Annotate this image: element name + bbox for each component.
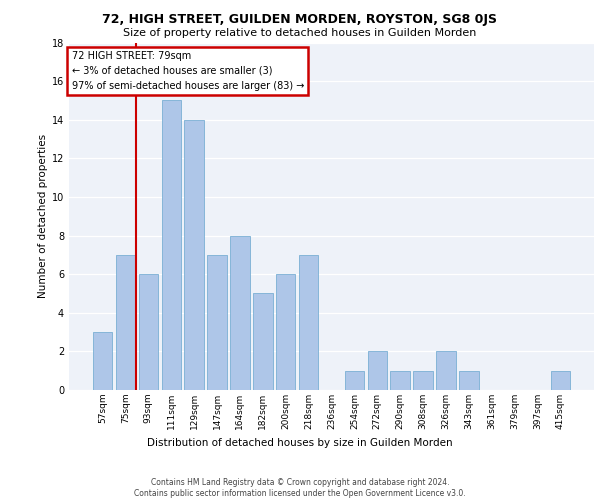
Text: Contains HM Land Registry data © Crown copyright and database right 2024.
Contai: Contains HM Land Registry data © Crown c…	[134, 478, 466, 498]
Bar	[299, 255, 319, 390]
Bar	[184, 120, 204, 390]
Bar	[413, 370, 433, 390]
Bar	[344, 370, 364, 390]
Bar	[253, 294, 272, 390]
Bar	[391, 370, 410, 390]
Bar	[139, 274, 158, 390]
Bar	[161, 100, 181, 390]
Bar	[368, 352, 387, 390]
Bar	[208, 255, 227, 390]
Bar	[551, 370, 570, 390]
Text: Distribution of detached houses by size in Guilden Morden: Distribution of detached houses by size …	[147, 438, 453, 448]
Bar	[436, 352, 455, 390]
Y-axis label: Number of detached properties: Number of detached properties	[38, 134, 47, 298]
Text: Size of property relative to detached houses in Guilden Morden: Size of property relative to detached ho…	[124, 28, 476, 38]
Bar	[93, 332, 112, 390]
Text: 72 HIGH STREET: 79sqm
← 3% of detached houses are smaller (3)
97% of semi-detach: 72 HIGH STREET: 79sqm ← 3% of detached h…	[71, 51, 304, 91]
Bar	[230, 236, 250, 390]
Bar	[459, 370, 479, 390]
Text: 72, HIGH STREET, GUILDEN MORDEN, ROYSTON, SG8 0JS: 72, HIGH STREET, GUILDEN MORDEN, ROYSTON…	[103, 12, 497, 26]
Bar	[116, 255, 135, 390]
Bar	[276, 274, 295, 390]
